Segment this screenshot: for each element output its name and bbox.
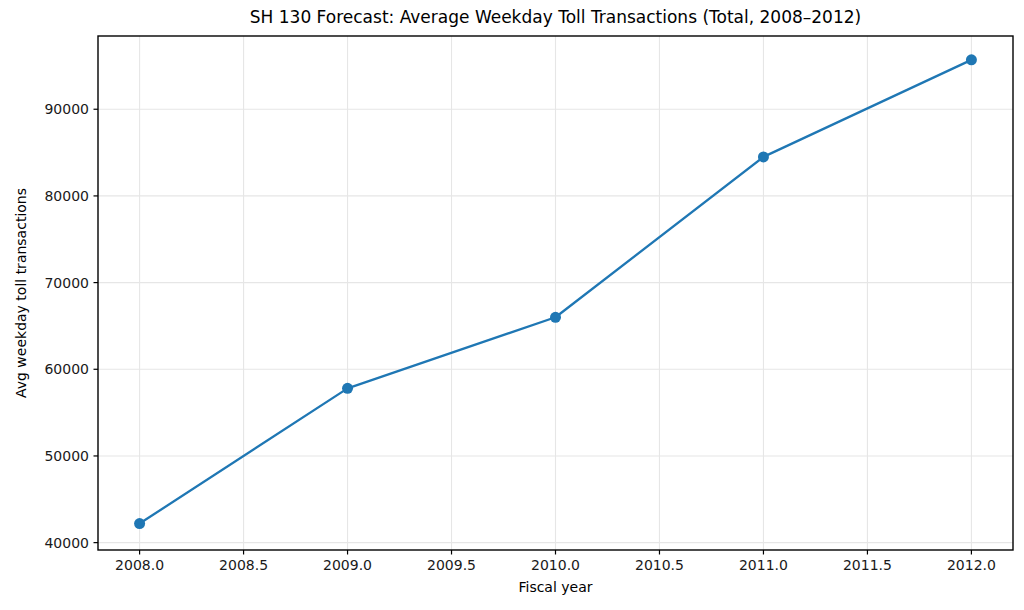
plot-area: 2008.0 2008.5 2009.0 2009.5 2010.0 2010.5 2011… (0, 0, 1024, 610)
x-tick-label: 2012.0 (947, 557, 996, 573)
chart-figure: 2008.0 2008.5 2009.0 2009.5 2010.0 2010.5 2011… (0, 0, 1024, 610)
data-point (758, 151, 769, 162)
data-point (966, 54, 977, 65)
data-point (550, 312, 561, 323)
x-tick-label: 2009.5 (427, 557, 476, 573)
x-tick-label: 2009.0 (323, 557, 372, 573)
x-tick-label: 2008.0 (115, 557, 164, 573)
y-tick-label: 70000 (44, 275, 89, 291)
y-tick-label: 50000 (44, 448, 89, 464)
y-tick-label: 80000 (44, 188, 89, 204)
data-point (134, 518, 145, 529)
y-axis-label: Avg weekday toll transactions (13, 188, 29, 398)
x-axis-label: Fiscal year (98, 579, 1013, 595)
y-tick-label: 90000 (44, 101, 89, 117)
y-tick-label: 60000 (44, 361, 89, 377)
x-tick-label: 2010.5 (635, 557, 684, 573)
x-tick-label: 2010.0 (531, 557, 580, 573)
x-tick-label: 2011.0 (739, 557, 788, 573)
x-tick-label: 2008.5 (219, 557, 268, 573)
data-point (342, 383, 353, 394)
chart-title: SH 130 Forecast: Average Weekday Toll Tr… (98, 7, 1013, 27)
x-tick-label: 2011.5 (843, 557, 892, 573)
y-tick-label: 40000 (44, 535, 89, 551)
